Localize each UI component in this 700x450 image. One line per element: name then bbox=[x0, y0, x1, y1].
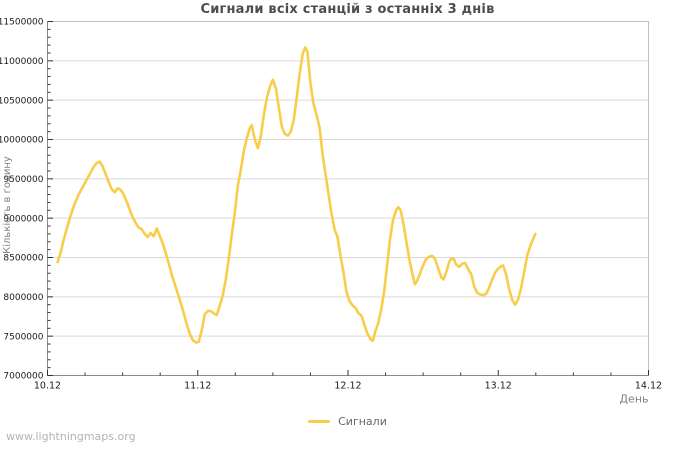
plot-frame bbox=[47, 21, 649, 376]
plot-frame bbox=[47, 21, 649, 376]
y-axis-title: Кількість в годину bbox=[1, 156, 13, 254]
y-tick-label: 8000000 bbox=[3, 293, 43, 303]
legend-label: Сигнали bbox=[338, 414, 387, 428]
y-tick-label: 9500000 bbox=[3, 175, 43, 185]
y-tick-label: 11000000 bbox=[0, 57, 44, 67]
x-tick-label: 13.12 bbox=[485, 381, 512, 392]
x-tick-label: 10.12 bbox=[34, 381, 61, 392]
y-tick-label: 10000000 bbox=[0, 136, 44, 146]
y-tick-label: 9000000 bbox=[3, 214, 43, 224]
y-tick-label: 11500000 bbox=[0, 18, 44, 28]
y-tick-label: 8500000 bbox=[3, 254, 43, 264]
y-tick-label: 7000000 bbox=[3, 372, 43, 382]
x-tick-label: 14.12 bbox=[635, 381, 662, 392]
y-tick-label: 10500000 bbox=[0, 96, 44, 106]
series-line bbox=[56, 46, 537, 344]
y-tick-label: 7500000 bbox=[3, 332, 43, 342]
x-tick-label: 11.12 bbox=[184, 381, 211, 392]
legend-line-swatch bbox=[308, 419, 331, 423]
watermark-link[interactable]: www.lightningmaps.org bbox=[6, 430, 136, 443]
x-axis-title: День bbox=[619, 393, 648, 406]
x-tick-label: 12.12 bbox=[334, 381, 361, 392]
chart-title: Сигнали всіх станцій з останніх 3 днів bbox=[200, 2, 495, 17]
chart-legend: Сигнали bbox=[47, 413, 648, 429]
